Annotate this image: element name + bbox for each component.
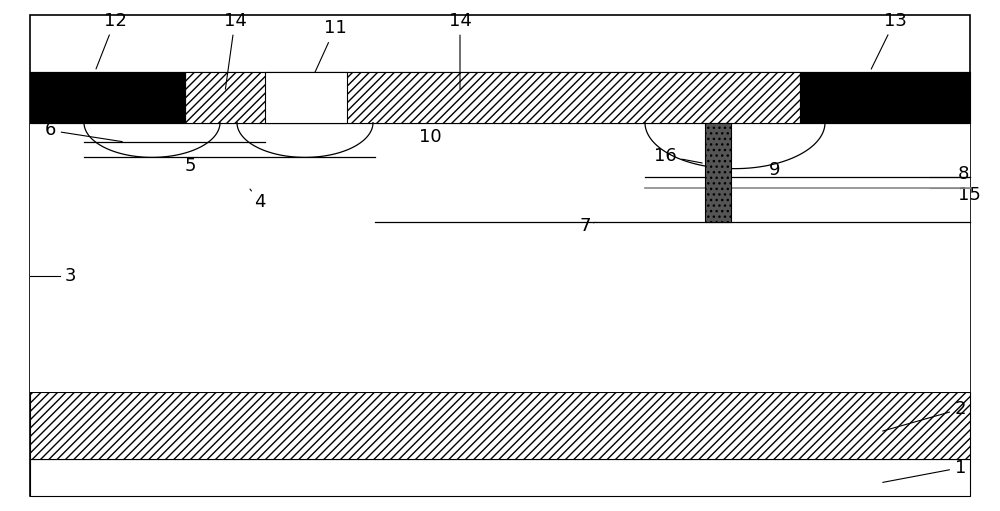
Text: 15: 15 (958, 186, 981, 204)
Text: 8: 8 (958, 165, 969, 183)
Text: 7: 7 (579, 217, 595, 235)
Bar (30, 123, 970, 392)
Text: 4: 4 (250, 189, 266, 211)
Text: 9: 9 (769, 160, 781, 179)
Bar (30, 392, 970, 459)
Bar (265, 72, 347, 123)
Text: 1: 1 (883, 459, 966, 482)
Bar (185, 72, 800, 123)
Bar (30, 459, 970, 496)
Text: 2: 2 (883, 400, 966, 431)
Text: 13: 13 (871, 12, 906, 69)
Text: 6: 6 (44, 122, 122, 142)
Text: 11: 11 (307, 19, 346, 89)
Text: 10: 10 (419, 123, 441, 146)
Text: 12: 12 (96, 12, 126, 69)
Text: 14: 14 (449, 12, 471, 89)
Text: 16: 16 (654, 147, 702, 165)
Bar (705, 123, 731, 222)
Text: 5: 5 (184, 157, 196, 175)
Text: 3: 3 (65, 267, 76, 285)
Text: 14: 14 (224, 12, 246, 89)
Bar (30, 72, 185, 123)
Bar (800, 72, 970, 123)
